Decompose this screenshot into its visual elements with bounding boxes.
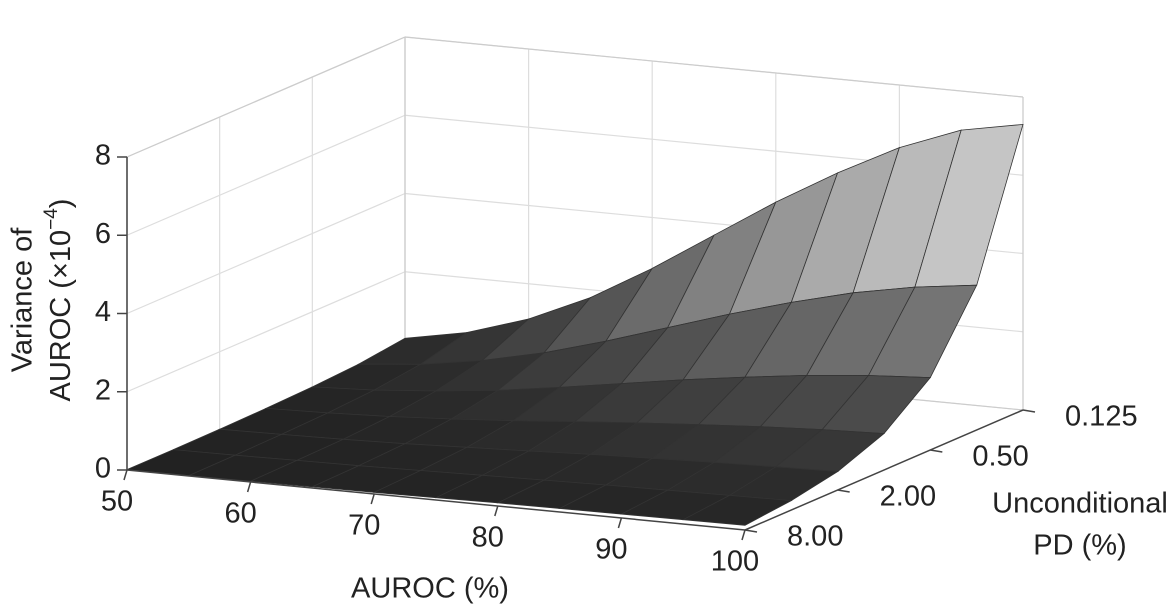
x-axis-line: [126, 469, 746, 531]
y-tick: [930, 449, 943, 453]
grid-line: [126, 192, 406, 315]
x-axis-label: AUROC (%): [351, 573, 509, 605]
x-tick: [370, 493, 375, 505]
y-tick: [744, 529, 758, 533]
x-tick-label: 70: [348, 510, 380, 542]
z-label-close: ): [45, 199, 77, 209]
y-axis-label: PD (%): [1033, 530, 1126, 562]
z-tick-label: 8: [95, 140, 111, 172]
x-tick: [741, 529, 746, 541]
x-tick: [246, 481, 252, 493]
surface-patch: [681, 494, 793, 526]
box-edge: [404, 36, 1024, 98]
z-tick-label: 2: [95, 374, 111, 406]
z-label-exponent: −4: [41, 208, 62, 230]
y-tick-label: 0.50: [972, 441, 1028, 473]
grid-line: [126, 271, 406, 393]
x-tick-label: 90: [595, 534, 627, 566]
y-tick: [837, 489, 850, 493]
x-tick-label: 50: [101, 486, 133, 518]
z-tick-label: 4: [95, 296, 111, 328]
x-tick-label: 60: [224, 498, 256, 530]
z-tick-label: 6: [95, 218, 111, 250]
y-axis-line: [744, 409, 1024, 531]
x-tick: [123, 469, 128, 481]
y-tick-label: 8.00: [787, 521, 843, 553]
y-axis-label: Unconditional: [992, 488, 1168, 520]
y-tick-label: 2.00: [880, 481, 936, 513]
z-axis-label-line: AUROC (×10−4): [41, 199, 77, 402]
x-tick-label: 80: [472, 522, 504, 554]
box-edge: [126, 36, 406, 158]
z-tick-label: 0: [95, 453, 111, 485]
z-axis-label-line: Variance of: [7, 227, 39, 372]
x-tick: [617, 517, 623, 529]
x-tick-label: 100: [711, 546, 759, 578]
x-tick: [494, 505, 499, 517]
z-axis-label: Variance of AUROC (×10−4): [7, 199, 77, 402]
z-label-text: AUROC (×10: [45, 230, 77, 402]
grid-line: [126, 114, 406, 236]
y-tick: [1022, 409, 1036, 413]
y-tick-label: 0.125: [1065, 401, 1138, 433]
